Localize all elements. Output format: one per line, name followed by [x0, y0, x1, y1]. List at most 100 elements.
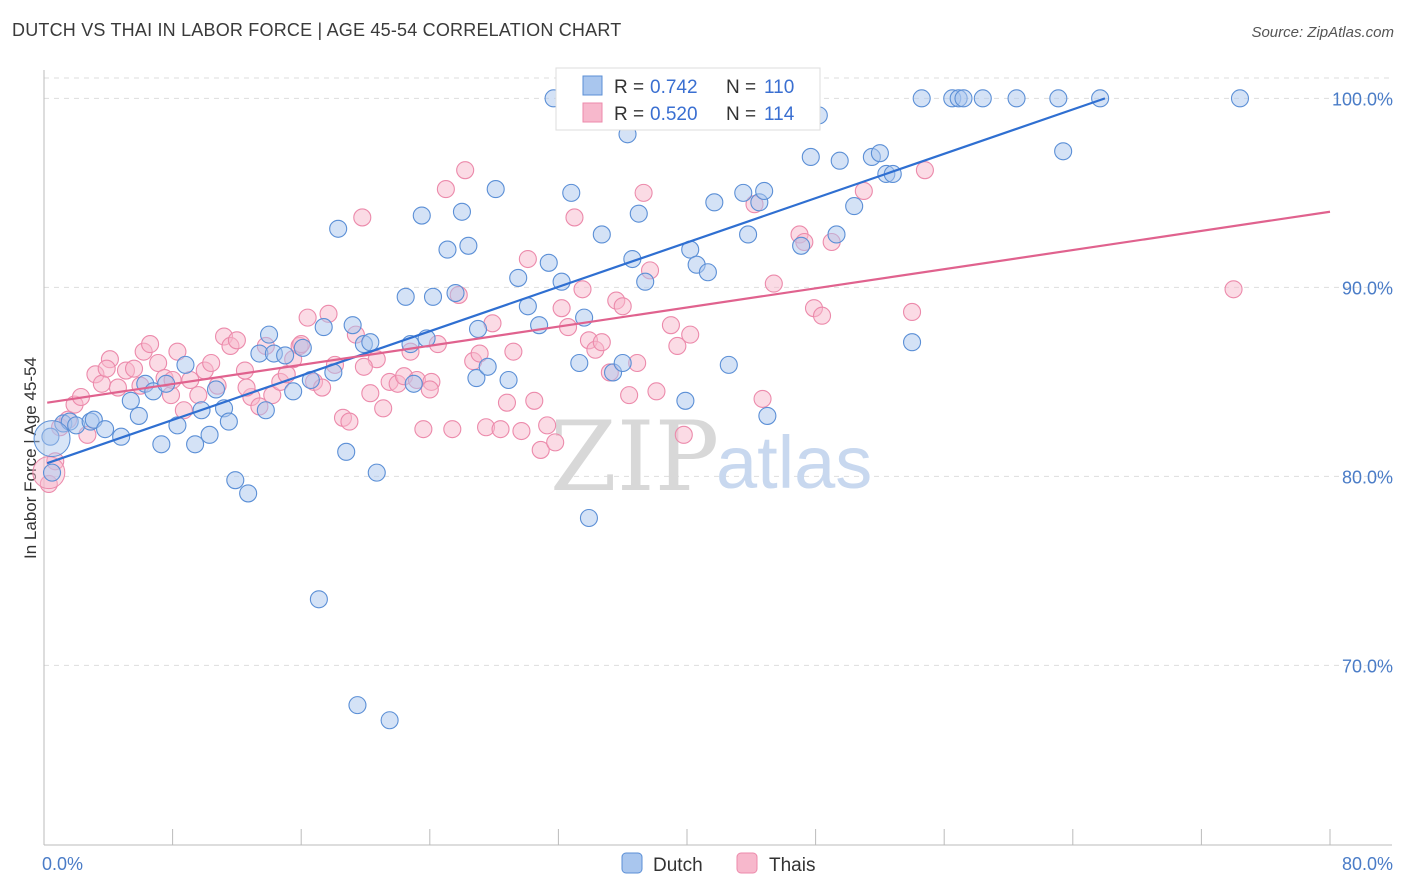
thai-point: [620, 386, 639, 405]
thai-point: [525, 391, 544, 410]
thai-r-value: 0.520: [650, 104, 698, 125]
dutch-point: [186, 435, 205, 454]
thai-point: [92, 374, 111, 393]
watermark: ZIP atlas: [550, 401, 872, 513]
thai-point: [340, 412, 359, 431]
dutch-point: [570, 353, 589, 373]
thai-point: [202, 353, 221, 373]
dutch-point: [206, 380, 226, 399]
thai-point: [470, 344, 489, 363]
dutch-point: [912, 89, 931, 108]
dutch-point: [613, 353, 632, 373]
thai-point: [361, 384, 380, 403]
thai-point: [298, 308, 317, 327]
dutch-point: [348, 696, 367, 715]
dutch-point: [1230, 89, 1250, 108]
dutch-point: [314, 318, 333, 337]
dutch-n-label: N =: [726, 77, 756, 98]
dutch-point: [629, 204, 648, 223]
thai-point: [374, 399, 393, 418]
thai-point: [227, 331, 246, 350]
dutch-point: [973, 89, 992, 108]
dutch-point: [423, 287, 443, 306]
dutch-series-label: Dutch: [653, 855, 703, 876]
thai-point: [124, 359, 144, 378]
y-tick-label: 70.0%: [1342, 656, 1393, 676]
thai-point: [668, 336, 687, 356]
dutch-point: [902, 333, 922, 352]
dutch-point: [239, 484, 258, 503]
x-axis-ticks: 0.0% 80.0%: [42, 829, 1393, 874]
dutch-point: [438, 240, 457, 259]
dutch-point: [329, 219, 348, 238]
dutch-point: [452, 202, 472, 221]
thai-point: [504, 342, 523, 361]
thai-point: [647, 382, 666, 401]
thai-point: [512, 421, 531, 441]
dutch-point: [478, 357, 497, 376]
thai-point: [518, 249, 537, 269]
thai-n-value: 114: [764, 104, 795, 125]
dutch-point: [293, 338, 312, 357]
dutch-point: [226, 471, 245, 490]
dutch-point: [870, 144, 889, 163]
thai-point: [661, 316, 680, 335]
thai-point: [915, 161, 934, 180]
y-tick-label: 80.0%: [1342, 467, 1393, 487]
dutch-point: [404, 374, 423, 393]
thai-r-label: R =: [614, 104, 644, 125]
thai-point: [168, 342, 187, 361]
dutch-point: [636, 272, 655, 291]
dutch-point: [1054, 142, 1073, 161]
dutch-point: [259, 325, 279, 344]
dutch-point: [176, 355, 195, 374]
thai-point: [497, 393, 517, 412]
thai-point: [149, 353, 168, 373]
dutch-point: [284, 382, 303, 401]
dutch-point: [562, 183, 581, 202]
dutch-point: [152, 435, 171, 454]
source-credit: Source: ZipAtlas.com: [1251, 24, 1394, 41]
dutch-point: [698, 263, 717, 282]
dutch-point: [41, 427, 60, 446]
dutch-point: [801, 147, 820, 167]
thai-point: [552, 299, 571, 318]
trend-lines: [46, 97, 1331, 465]
dutch-point: [121, 391, 140, 410]
dutch-point: [739, 225, 758, 244]
thai-point: [354, 357, 373, 376]
thai-point: [456, 161, 475, 180]
dutch-point: [367, 463, 386, 482]
dutch-point: [1049, 89, 1068, 108]
thai-point: [443, 420, 462, 439]
dutch-point: [380, 711, 399, 730]
dutch-point: [1091, 89, 1110, 108]
dutch-point: [361, 333, 380, 352]
dutch-point: [396, 287, 415, 306]
thai-point: [674, 425, 693, 444]
dutch-point: [168, 416, 187, 435]
series-legend: Dutch Thais: [621, 852, 815, 876]
dutch-point: [499, 370, 518, 390]
dutch-point: [96, 420, 115, 439]
dutch-trend-line: [46, 97, 1106, 465]
thai-point: [531, 440, 550, 459]
thai-trend-line: [47, 210, 1331, 404]
dutch-point: [459, 236, 478, 255]
thai-point: [97, 359, 116, 378]
thai-point: [753, 389, 772, 408]
thai-point: [592, 333, 611, 352]
y-tick-label: 90.0%: [1342, 278, 1393, 298]
thai-point: [420, 380, 439, 399]
x-tick-label-min: 0.0%: [42, 854, 83, 874]
thai-point: [189, 386, 208, 405]
dutch-point: [276, 346, 295, 365]
dutch-point: [827, 225, 846, 244]
thai-point: [854, 181, 873, 201]
dutch-point: [219, 412, 238, 431]
dutch-point: [539, 253, 558, 272]
thai-point: [634, 183, 653, 202]
watermark-atlas: atlas: [716, 421, 872, 504]
dutch-point: [705, 193, 724, 212]
